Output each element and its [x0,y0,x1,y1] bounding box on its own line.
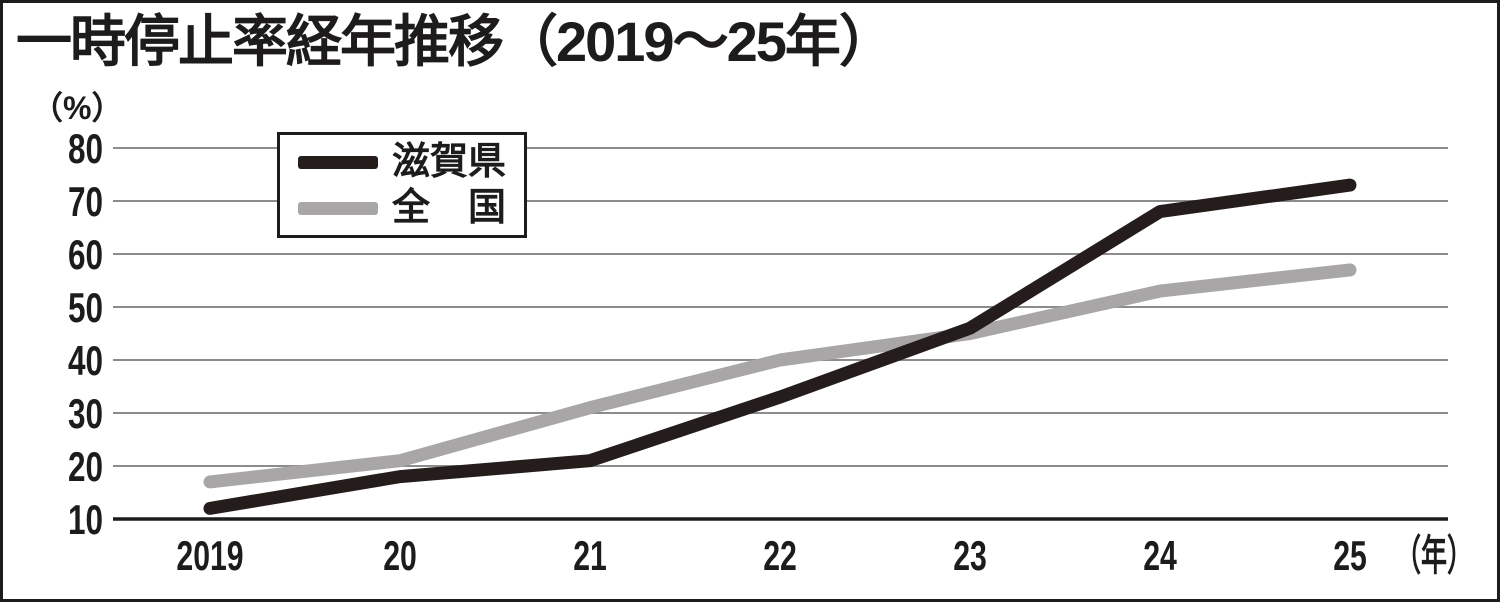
national-line [203,263,1357,489]
legend-item-national: 全 国 [298,189,524,227]
y-axis-unit-label: （%） [31,90,124,126]
x-tick-label-23: 23 [953,532,987,579]
y-tick-label-70: 70 [68,178,103,226]
legend-label-national: 全 国 [392,187,507,229]
national-line-swatch [298,201,378,215]
legend: 滋賀県 全 国 [277,132,527,238]
x-tick-label-24: 24 [1143,532,1177,579]
y-tick-label-60: 60 [68,231,103,279]
x-tick-label-21: 21 [573,532,607,579]
y-tick-label-40: 40 [68,337,103,385]
x-axis-unit-label: （年） [1395,533,1473,580]
x-tick-label-2019: 2019 [176,532,243,579]
legend-item-shiga: 滋賀県 [298,143,524,181]
chart-title: 一時停止率経年推移（2019～25年） [16,10,895,73]
x-tick-label-20: 20 [383,532,417,579]
y-tick-label-10: 10 [68,496,103,544]
chart-canvas: 80 70 60 50 40 30 20 10 2019 20 21 22 23 24 25 （年） [68,125,1473,580]
x-tick-label-25: 25 [1333,532,1367,579]
legend-label-shiga: 滋賀県 [392,141,507,183]
y-tick-label-80: 80 [68,125,103,173]
shiga-prefecture-line [203,178,1357,515]
y-tick-label-50: 50 [68,284,103,332]
y-tick-label-20: 20 [68,443,103,491]
y-tick-label-30: 30 [68,390,103,438]
x-tick-label-22: 22 [763,532,797,579]
shiga-line-swatch [298,155,378,169]
